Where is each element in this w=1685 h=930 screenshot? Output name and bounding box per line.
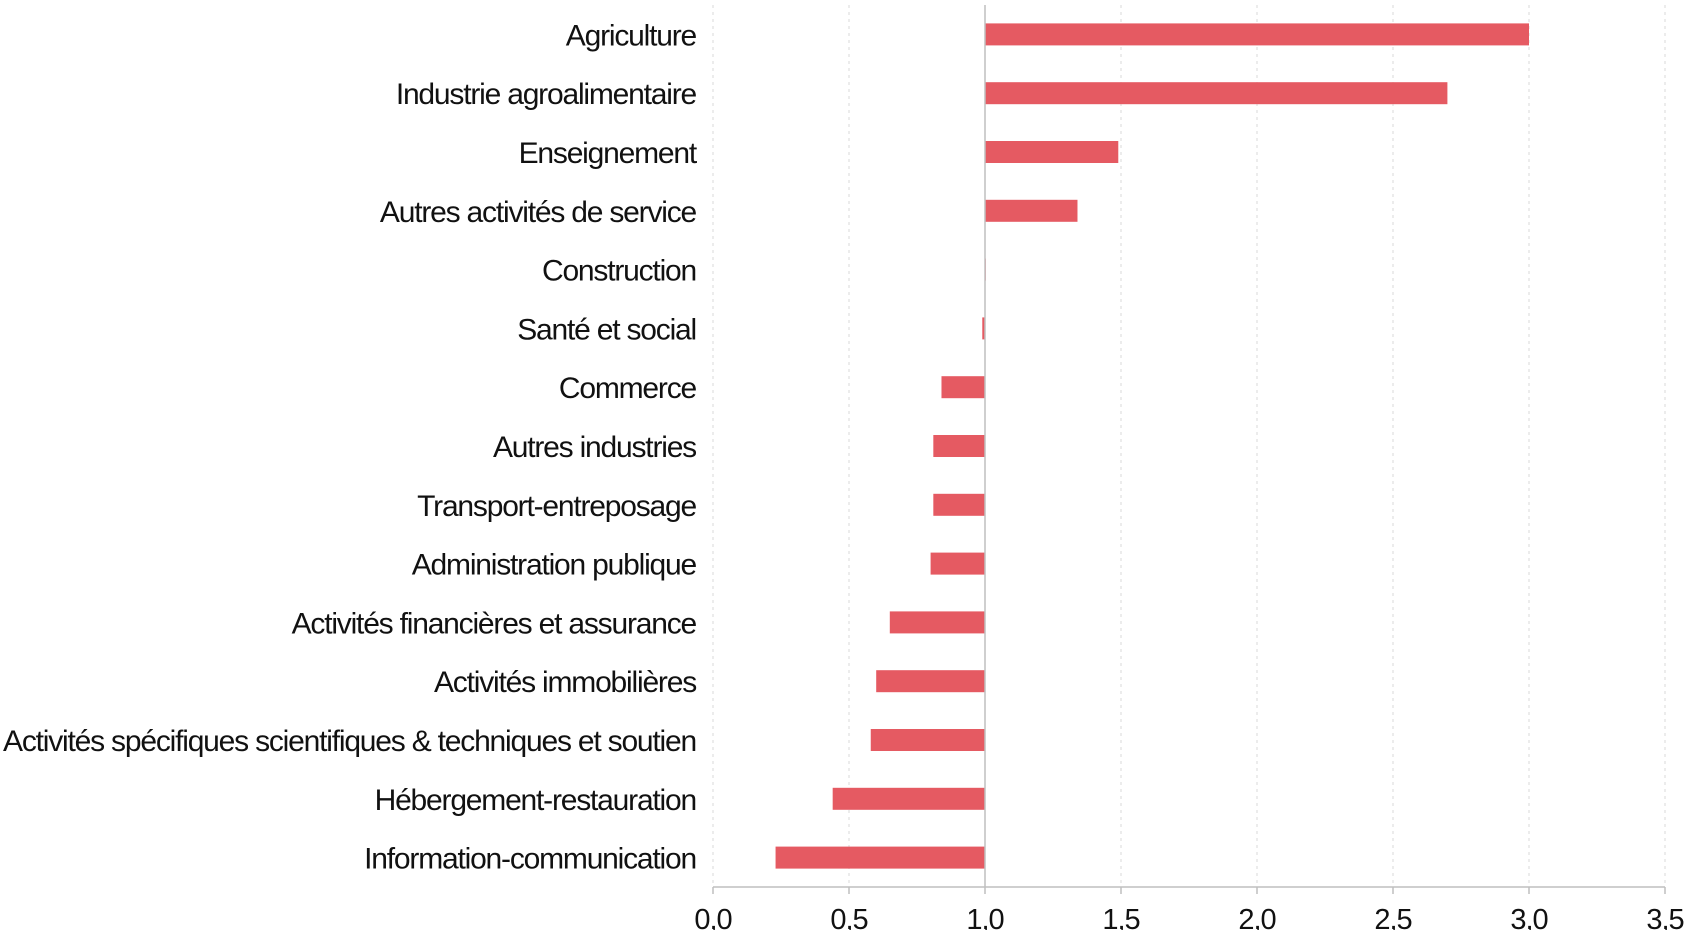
bar-8 <box>933 493 985 516</box>
category-label-13: Hébergement-restauration <box>375 784 696 817</box>
category-label-2: Enseignement <box>519 137 698 170</box>
category-label-8: Transport-entreposage <box>417 490 696 523</box>
bar-11 <box>876 670 985 693</box>
bar-1 <box>985 82 1448 105</box>
bars <box>775 23 1529 869</box>
bar-6 <box>941 376 985 399</box>
category-label-7: Autres industries <box>493 431 696 464</box>
x-tick-label-5: 2,5 <box>1374 904 1411 930</box>
bar-13 <box>832 787 985 810</box>
x-axis <box>712 886 1666 894</box>
category-label-3: Autres activités de service <box>380 196 697 229</box>
x-tick-label-0: 0,0 <box>694 904 731 930</box>
category-labels: Agriculture Industrie agroalimentaire Ense… <box>3 19 699 876</box>
x-tick-label-6: 3,0 <box>1510 904 1547 930</box>
category-label-1: Industrie agroalimentaire <box>396 78 697 111</box>
category-label-4: Construction <box>542 255 696 288</box>
x-tick-labels: 0,0 0,5 1,0 1,5 2,0 2,5 3,0 3,5 <box>694 904 1684 930</box>
bar-7 <box>933 435 985 457</box>
category-label-10: Activités financières et assurance <box>292 607 697 640</box>
category-label-0: Agriculture <box>566 19 697 52</box>
x-tick-label-7: 3,5 <box>1646 904 1683 930</box>
bar-5 <box>982 317 985 340</box>
bar-2 <box>985 141 1119 163</box>
category-label-9: Administration publique <box>412 549 697 582</box>
bar-0 <box>985 23 1529 46</box>
bar-10 <box>889 611 985 634</box>
grid-lines <box>712 5 1666 887</box>
bar-12 <box>870 729 985 751</box>
category-label-14: Information-communication <box>364 843 696 876</box>
x-tick-label-1: 0,5 <box>830 904 867 930</box>
bar-9 <box>930 552 985 575</box>
category-label-5: Santé et social <box>517 313 696 346</box>
category-label-6: Commerce <box>559 372 697 405</box>
bar-3 <box>985 199 1078 222</box>
bar-14 <box>775 846 985 869</box>
category-label-11: Activités immobilières <box>434 666 696 699</box>
x-tick-label-4: 2,0 <box>1238 904 1275 930</box>
category-label-12: Activités spécifiques scientifiques & te… <box>3 725 696 758</box>
x-tick-label-2: 1,0 <box>966 904 1003 930</box>
x-tick-label-3: 1,5 <box>1102 904 1139 930</box>
